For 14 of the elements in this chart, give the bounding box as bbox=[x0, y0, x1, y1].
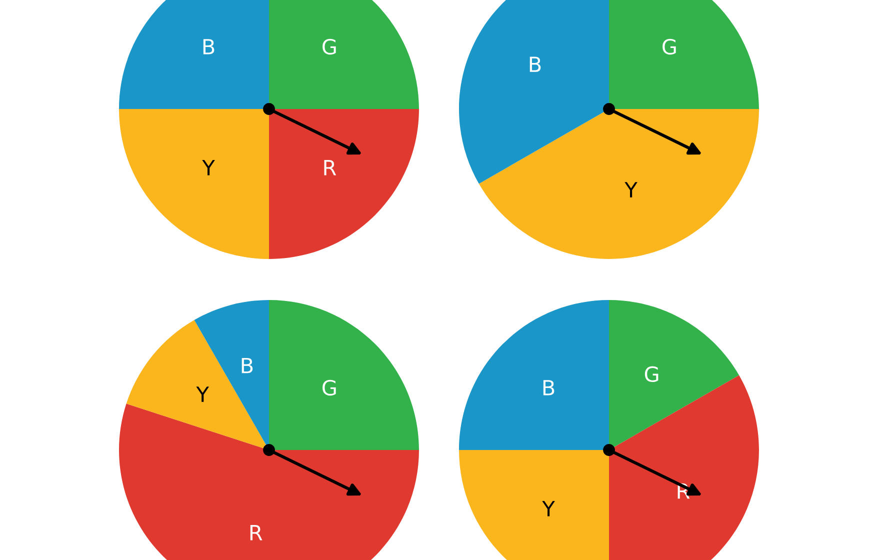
slice-label: R bbox=[324, 160, 336, 176]
slice-label: Y bbox=[542, 501, 555, 516]
slice-label: Y bbox=[202, 160, 215, 176]
slice-label: B bbox=[530, 56, 541, 72]
slice-label: Y bbox=[196, 386, 210, 402]
slice-label: G bbox=[662, 38, 676, 55]
slice-label: B bbox=[203, 39, 214, 54]
slice-label: G bbox=[322, 38, 336, 55]
slice-label: B bbox=[543, 380, 554, 396]
slice-label: R bbox=[250, 525, 262, 540]
slice-label: Y bbox=[624, 182, 638, 198]
slice-label: G bbox=[644, 366, 658, 382]
slice-label: G bbox=[322, 380, 336, 396]
slice-label: B bbox=[242, 358, 253, 374]
